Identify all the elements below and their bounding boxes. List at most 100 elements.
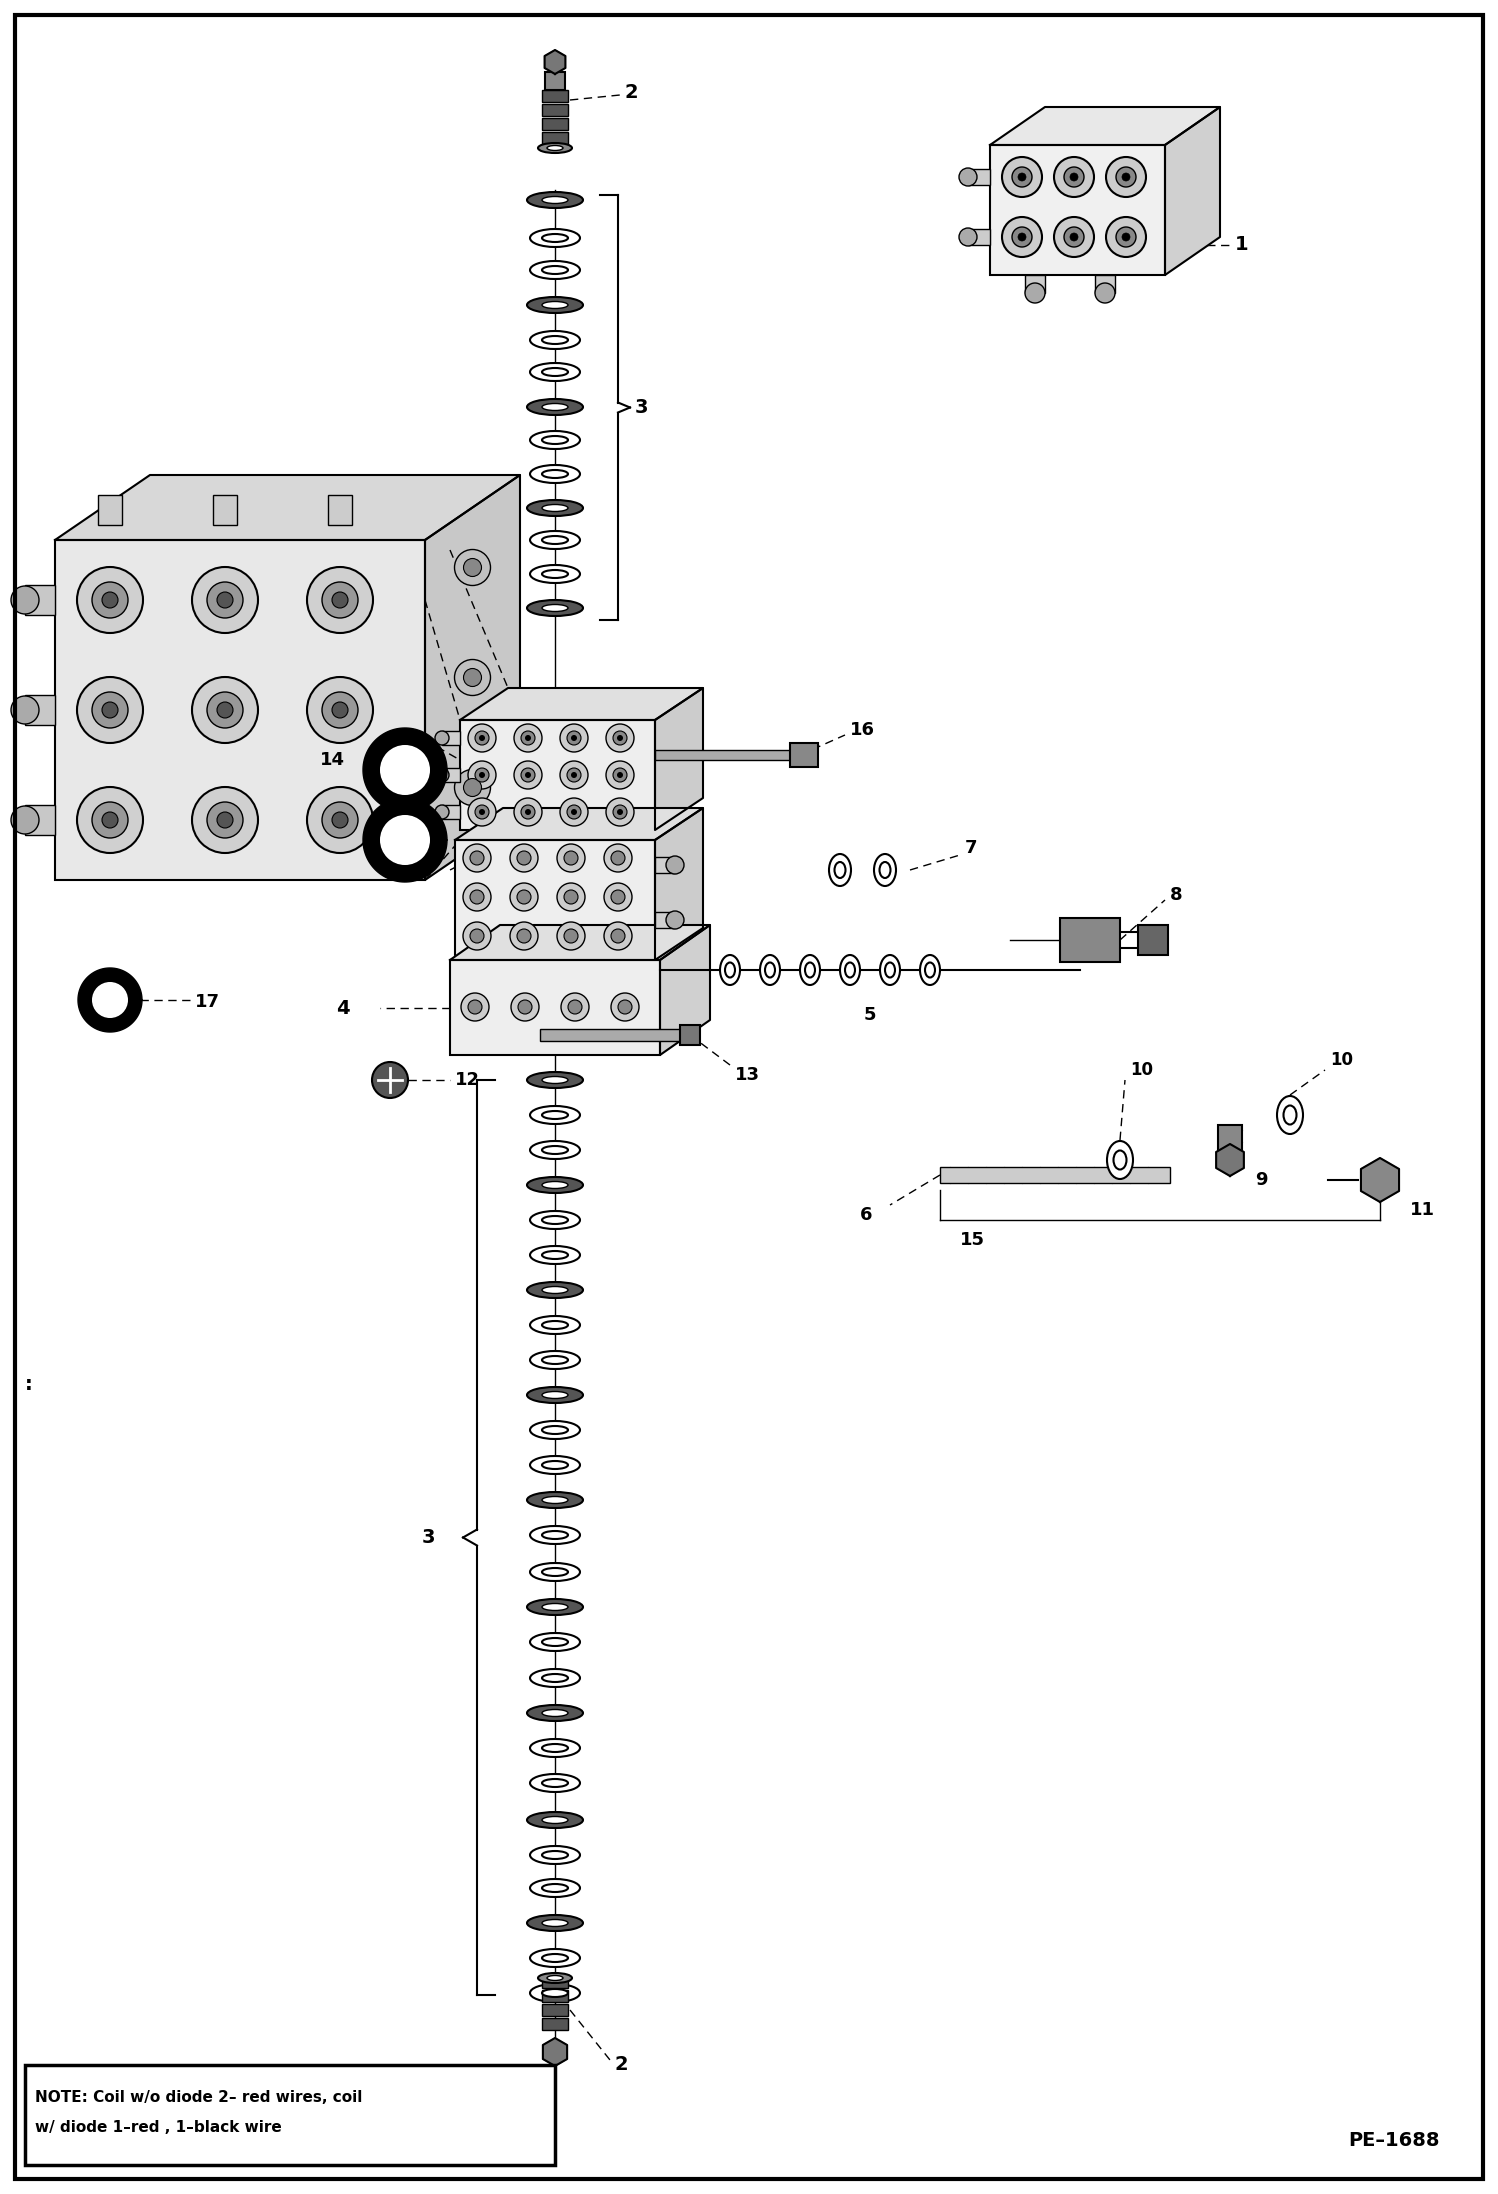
Ellipse shape — [542, 1744, 568, 1753]
Circle shape — [10, 586, 39, 614]
Ellipse shape — [542, 1674, 568, 1683]
Bar — [539, 1029, 680, 1040]
Ellipse shape — [804, 963, 815, 979]
Circle shape — [514, 724, 542, 753]
Ellipse shape — [765, 963, 774, 979]
Circle shape — [1025, 283, 1046, 303]
Circle shape — [1106, 217, 1146, 257]
Ellipse shape — [530, 1246, 580, 1264]
Text: 2: 2 — [616, 2056, 629, 2076]
Text: 3: 3 — [421, 1527, 434, 1547]
Bar — [25, 586, 55, 614]
Circle shape — [565, 851, 578, 864]
Circle shape — [461, 994, 488, 1020]
Circle shape — [1116, 226, 1135, 248]
Circle shape — [613, 731, 628, 746]
Ellipse shape — [542, 505, 568, 511]
Ellipse shape — [527, 399, 583, 415]
Circle shape — [102, 702, 118, 717]
Ellipse shape — [527, 1915, 583, 1931]
Bar — [25, 2065, 554, 2165]
Circle shape — [217, 592, 234, 608]
Circle shape — [207, 803, 243, 838]
Ellipse shape — [542, 1496, 568, 1503]
Text: 11: 11 — [1410, 1200, 1435, 1220]
Ellipse shape — [542, 1183, 568, 1189]
Ellipse shape — [542, 1920, 568, 1926]
Text: 13: 13 — [736, 1066, 759, 1084]
Circle shape — [524, 735, 530, 742]
Circle shape — [470, 928, 484, 943]
Circle shape — [10, 695, 39, 724]
Circle shape — [517, 891, 530, 904]
Circle shape — [959, 169, 977, 186]
Circle shape — [463, 559, 481, 577]
Circle shape — [560, 761, 589, 790]
Ellipse shape — [530, 1845, 580, 1865]
Circle shape — [1106, 158, 1146, 197]
Circle shape — [479, 810, 485, 814]
Circle shape — [560, 799, 589, 825]
Ellipse shape — [542, 1885, 568, 1891]
Ellipse shape — [527, 1281, 583, 1299]
Circle shape — [667, 856, 685, 873]
Circle shape — [1013, 167, 1032, 186]
Bar — [941, 1167, 1170, 1183]
Circle shape — [619, 1000, 632, 1014]
Text: 12: 12 — [455, 1071, 479, 1088]
Circle shape — [565, 891, 578, 904]
Bar — [55, 540, 425, 880]
Circle shape — [91, 691, 127, 728]
Text: 7: 7 — [965, 838, 978, 858]
Circle shape — [617, 772, 623, 779]
Polygon shape — [363, 728, 446, 812]
Circle shape — [1070, 173, 1079, 180]
Ellipse shape — [530, 362, 580, 382]
Circle shape — [454, 660, 490, 695]
Circle shape — [1002, 217, 1043, 257]
Circle shape — [613, 768, 628, 781]
Ellipse shape — [527, 1492, 583, 1507]
Ellipse shape — [542, 470, 568, 478]
Ellipse shape — [527, 296, 583, 314]
Circle shape — [514, 761, 542, 790]
Text: 2: 2 — [625, 83, 638, 101]
Text: 1: 1 — [1234, 235, 1249, 255]
Bar — [1061, 917, 1121, 961]
Circle shape — [192, 788, 258, 853]
Circle shape — [604, 845, 632, 871]
Ellipse shape — [542, 606, 568, 612]
Text: 16: 16 — [849, 722, 875, 739]
Ellipse shape — [542, 1531, 568, 1538]
Text: 15: 15 — [960, 1231, 986, 1248]
Circle shape — [10, 805, 39, 834]
Text: 8: 8 — [1170, 886, 1182, 904]
Circle shape — [667, 911, 685, 928]
Bar — [542, 103, 568, 116]
Ellipse shape — [542, 1817, 568, 1823]
Circle shape — [509, 845, 538, 871]
Polygon shape — [55, 474, 520, 540]
Ellipse shape — [538, 1972, 572, 1983]
Bar — [542, 132, 568, 145]
Ellipse shape — [530, 1983, 580, 2001]
Circle shape — [463, 845, 491, 871]
Ellipse shape — [527, 1599, 583, 1615]
Bar — [1025, 274, 1046, 294]
Bar — [1095, 274, 1115, 294]
Circle shape — [1055, 158, 1094, 197]
Circle shape — [521, 768, 535, 781]
Bar — [542, 2003, 568, 2016]
Ellipse shape — [542, 1391, 568, 1398]
Circle shape — [607, 761, 634, 790]
Bar — [990, 145, 1165, 274]
Text: w/ diode 1–red , 1–black wire: w/ diode 1–red , 1–black wire — [34, 2119, 282, 2135]
Circle shape — [475, 731, 488, 746]
Ellipse shape — [542, 1110, 568, 1119]
Circle shape — [217, 702, 234, 717]
Circle shape — [617, 810, 623, 814]
Circle shape — [76, 678, 142, 744]
Circle shape — [333, 702, 348, 717]
Circle shape — [1019, 233, 1026, 241]
Ellipse shape — [1284, 1106, 1296, 1126]
